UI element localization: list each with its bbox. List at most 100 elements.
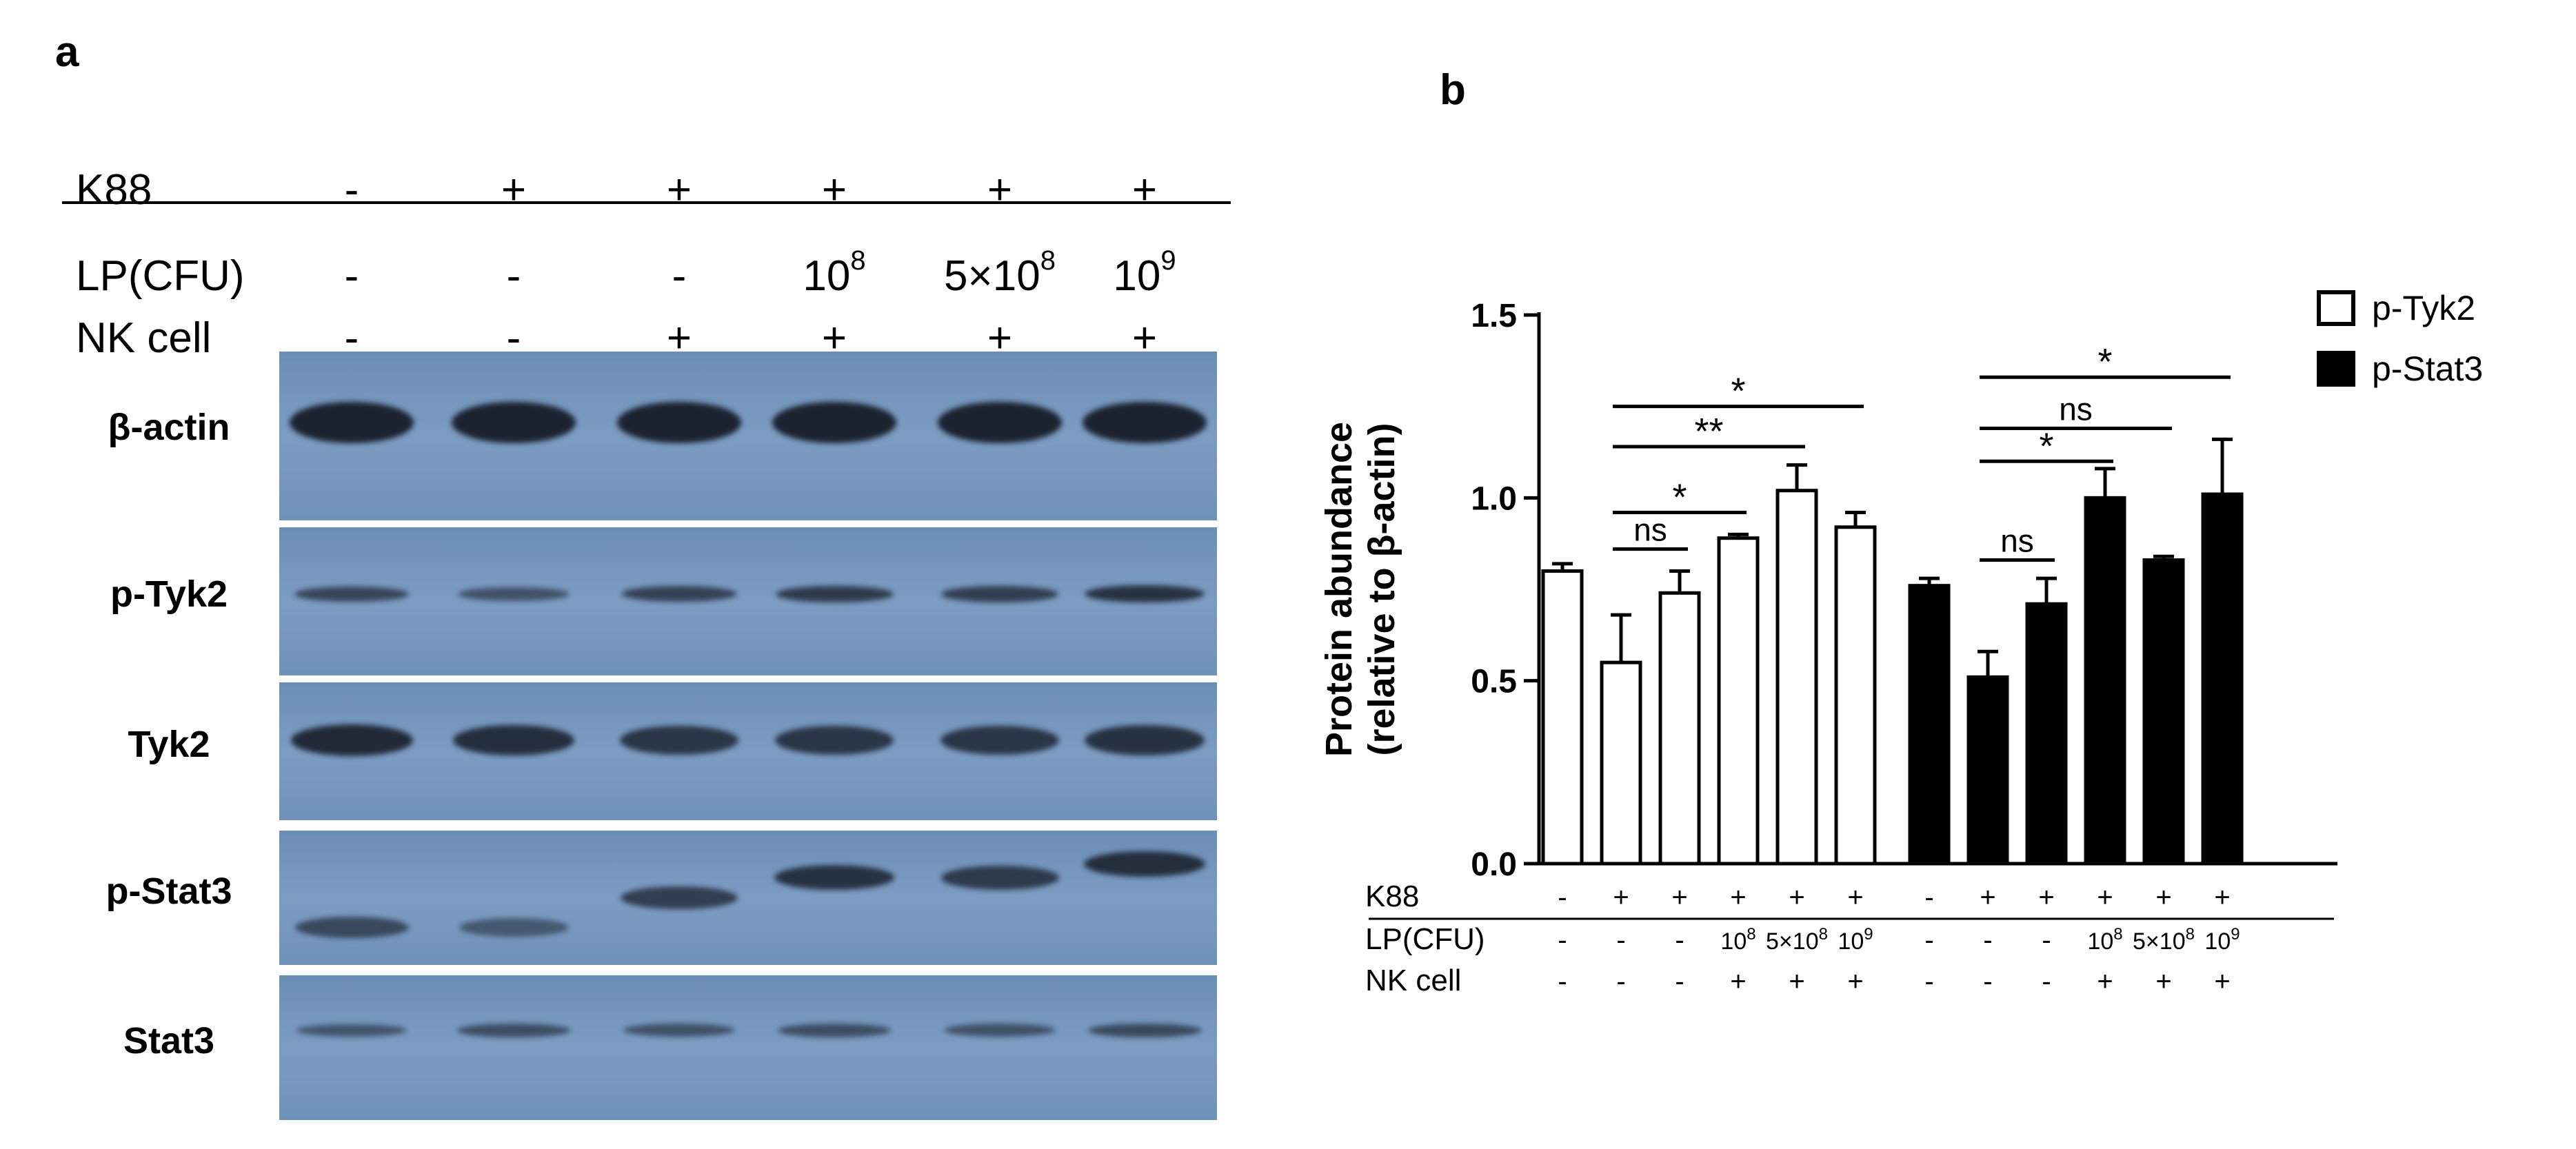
- bar: [1775, 489, 1818, 866]
- condition-value: -: [1558, 882, 1567, 913]
- y-tick-label: 1.0: [1471, 480, 1517, 517]
- blot-panel: [279, 682, 1217, 820]
- condition-value: -: [672, 252, 687, 300]
- condition-value: +: [1730, 966, 1746, 997]
- significance-label: **: [1694, 411, 1723, 452]
- bar: [1541, 569, 1584, 866]
- blot-band: [621, 886, 738, 910]
- condition-base: 5×10: [1766, 928, 1819, 955]
- blot-band: [296, 1024, 407, 1037]
- condition-value: -: [1924, 882, 1933, 913]
- condition-value: +: [666, 166, 692, 214]
- blot-band: [775, 585, 894, 602]
- condition-value: +: [821, 166, 847, 214]
- condition-base: 10: [1838, 928, 1864, 955]
- y-axis-label-line2: (relative to β-actin): [1361, 423, 1402, 755]
- condition-base: 5×10: [2133, 928, 2186, 955]
- legend-swatch: [2317, 351, 2355, 387]
- condition-value: +: [2214, 882, 2230, 913]
- blot-label: p-Tyk2: [110, 573, 228, 615]
- condition-value: +: [1980, 882, 1995, 913]
- blot-band: [772, 401, 896, 443]
- condition-value: +: [987, 166, 1013, 214]
- condition-value: +: [1847, 966, 1863, 997]
- condition-exponent: 9: [1864, 925, 1873, 944]
- condition-label: K88: [76, 166, 152, 214]
- condition-value: -: [1924, 925, 1933, 955]
- condition-value: +: [1131, 166, 1158, 214]
- condition-value: -: [2042, 925, 2051, 955]
- blot-label: Stat3: [123, 1019, 215, 1061]
- condition-value: 5×108: [2133, 925, 2195, 955]
- condition-exponent: 9: [2231, 925, 2240, 944]
- legend-label: p-Stat3: [2372, 349, 2483, 388]
- condition-value: 109: [1838, 925, 1873, 955]
- condition-value: -: [1616, 925, 1625, 955]
- condition-value: +: [2097, 882, 2113, 913]
- condition-value: -: [1558, 925, 1567, 955]
- condition-value: +: [1789, 882, 1804, 913]
- condition-value: +: [2155, 882, 2171, 913]
- condition-value: +: [501, 166, 527, 214]
- condition-base: -: [1558, 925, 1567, 955]
- bar: [2201, 492, 2244, 866]
- bar: [1717, 536, 1760, 866]
- condition-divider: [62, 201, 1231, 204]
- condition-label: NK cell: [1365, 964, 1461, 997]
- condition-label: NK cell: [76, 314, 212, 362]
- condition-value: 108: [2087, 925, 2122, 955]
- condition-value: -: [1983, 966, 1992, 997]
- bar: [2084, 496, 2126, 866]
- bar: [2142, 558, 2185, 866]
- y-tick-label: 0.5: [1471, 664, 1517, 700]
- condition-value: -: [2042, 966, 2051, 997]
- condition-base: 10: [2087, 928, 2113, 955]
- blot-band: [774, 865, 894, 891]
- significance-label: ns: [1633, 512, 1667, 548]
- condition-value: 109: [2204, 925, 2240, 955]
- condition-value: +: [1613, 882, 1629, 913]
- legend-label: p-Tyk2: [2372, 289, 2475, 327]
- condition-value: 5×108: [1766, 925, 1828, 955]
- condition-value: 108: [803, 245, 866, 300]
- condition-exponent: 8: [2186, 925, 2195, 944]
- blot-band: [1087, 1023, 1202, 1037]
- condition-label: LP(CFU): [76, 252, 245, 300]
- bar: [1834, 525, 1877, 866]
- blot-band: [617, 401, 741, 443]
- bar: [2025, 602, 2068, 866]
- blot-band: [778, 1024, 891, 1037]
- blot-band: [941, 585, 1058, 602]
- condition-base: 10: [1720, 928, 1747, 955]
- significance-label: *: [2039, 425, 2053, 467]
- blot-band: [619, 725, 739, 755]
- condition-value: -: [506, 314, 521, 362]
- significance-label: ns: [2000, 523, 2034, 559]
- condition-exponent: 9: [1160, 245, 1176, 276]
- blot-band: [457, 1024, 570, 1037]
- bar: [1658, 591, 1701, 866]
- blot-band: [1085, 585, 1205, 603]
- blot-panel: [279, 527, 1217, 675]
- panel-a-letter: a: [55, 28, 79, 76]
- condition-base: -: [1924, 925, 1933, 955]
- blot-band: [294, 586, 410, 602]
- blot-band: [938, 401, 1062, 443]
- panel-b-letter: b: [1440, 66, 1466, 114]
- y-axis-label: Protein abundance(relative to β-actin): [1318, 422, 1402, 757]
- condition-base: -: [1616, 925, 1625, 955]
- condition-base: -: [1675, 925, 1684, 955]
- blot-band: [452, 401, 576, 443]
- condition-value: +: [1671, 882, 1687, 913]
- condition-base: -: [2042, 925, 2051, 955]
- bar: [1966, 675, 2009, 866]
- condition-exponent: 8: [850, 245, 866, 276]
- condition-label: K88: [1365, 879, 1419, 913]
- condition-value: -: [1924, 966, 1933, 997]
- condition-exponent: 8: [1747, 925, 1755, 944]
- blot-panel: [279, 352, 1217, 520]
- blot-band: [453, 724, 574, 756]
- condition-value: -: [344, 252, 359, 300]
- blot-label: p-Stat3: [105, 870, 232, 912]
